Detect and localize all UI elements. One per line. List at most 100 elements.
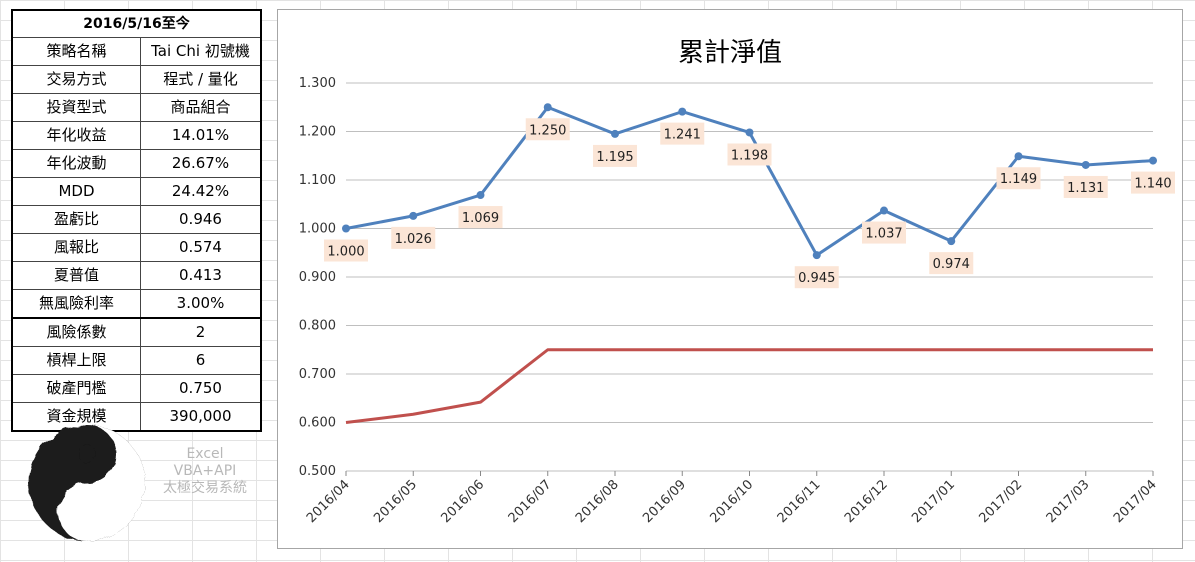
data-point — [1149, 156, 1157, 165]
data-point — [812, 251, 821, 260]
stats-row: 年化收益 14.01% — [13, 122, 260, 150]
stats-value: 24.42% — [171, 182, 230, 200]
series-line — [345, 348, 1153, 424]
y-tick-label: 1.000 — [299, 222, 336, 237]
data-label-bg — [1063, 175, 1108, 198]
stats-value: 0.413 — [179, 266, 222, 284]
stats-header: 2016/5/16至今 — [13, 11, 260, 38]
chart-title: 累計淨值 — [677, 38, 782, 68]
data-label-bg — [727, 143, 772, 166]
stats-value: 14.01% — [171, 126, 230, 144]
stats-key: 槓桿上限 — [13, 347, 141, 374]
data-label: 0.974 — [933, 257, 970, 272]
x-tick-label: 2016/06 — [439, 477, 488, 526]
stats-value: 0.946 — [179, 210, 222, 228]
stats-value: 0.574 — [179, 238, 222, 256]
data-point — [1081, 160, 1090, 169]
data-label: 1.069 — [462, 211, 499, 226]
watermark-line: Excel — [186, 446, 224, 462]
x-tick-label: 2017/01 — [909, 477, 958, 526]
stats-key: 盈虧比 — [13, 206, 141, 233]
data-label-bg — [458, 206, 503, 229]
stats-key: 破產門檻 — [13, 375, 141, 402]
stats-key: 資金規模 — [13, 403, 141, 430]
data-label: 1.000 — [327, 245, 364, 260]
stats-value: 3.00% — [176, 294, 225, 312]
stats-row: 投資型式 商品組合 — [13, 94, 260, 122]
x-tick-label: 2016/07 — [506, 477, 555, 526]
stats-row: 交易方式 程式 / 量化 — [13, 66, 260, 94]
stats-value: Tai Chi 初號機 — [151, 42, 250, 60]
y-tick-label: 0.900 — [299, 270, 336, 285]
y-tick-label: 1.200 — [299, 125, 336, 140]
stats-row: 破產門檻 0.750 — [13, 375, 260, 403]
stats-row: 資金規模 390,000 — [13, 403, 260, 430]
stats-value: 6 — [195, 351, 206, 369]
data-label-bg — [660, 122, 705, 145]
stats-key: 風報比 — [13, 234, 141, 261]
data-label-bg — [324, 239, 368, 262]
x-tick-label: 2016/10 — [708, 477, 757, 526]
data-point — [745, 128, 754, 137]
data-point — [947, 237, 956, 246]
stats-row: 無風險利率 3.00% — [13, 290, 260, 319]
data-label: 1.250 — [529, 123, 566, 138]
data-label-bg — [1131, 171, 1175, 194]
y-tick-label: 0.500 — [299, 464, 336, 479]
stats-table: 2016/5/16至今 策略名稱 Tai Chi 初號機交易方式 程式 / 量化 投資… — [11, 9, 262, 432]
stats-value: 0.750 — [179, 379, 222, 397]
stats-key: 投資型式 — [13, 94, 141, 121]
stats-key: 夏普值 — [13, 262, 141, 289]
stats-row: MDD 24.42% — [13, 178, 260, 206]
data-label: 1.149 — [1000, 172, 1037, 187]
data-label-bg — [794, 266, 839, 289]
data-label: 1.195 — [596, 150, 633, 165]
stats-key: 交易方式 — [13, 66, 141, 93]
stats-key: 風險係數 — [13, 319, 141, 346]
data-label: 1.026 — [395, 232, 432, 247]
stats-key: 無風險利率 — [13, 290, 141, 317]
watermark-line: VBA+API — [173, 463, 237, 479]
taichi-logo-icon — [29, 425, 145, 541]
data-label-bg — [391, 226, 436, 249]
stats-key: 策略名稱 — [13, 38, 141, 65]
x-tick-label: 2016/05 — [371, 477, 420, 526]
data-point — [409, 211, 418, 220]
stats-row: 年化波動 26.67% — [13, 150, 260, 178]
data-label: 1.241 — [664, 128, 701, 143]
data-point — [678, 107, 687, 116]
data-point — [543, 103, 552, 112]
data-label-bg — [525, 118, 570, 141]
data-label-bg — [862, 221, 906, 244]
stats-row: 風險係數 2 — [13, 319, 260, 347]
stats-key: MDD — [13, 178, 141, 205]
x-tick-label: 2016/08 — [573, 477, 622, 526]
data-label: 1.140 — [1134, 177, 1171, 192]
y-tick-label: 1.100 — [299, 173, 336, 188]
data-label-bg — [929, 252, 974, 275]
y-tick-label: 1.300 — [299, 76, 336, 91]
y-tick-label: 0.600 — [299, 416, 336, 431]
x-tick-label: 2016/11 — [775, 477, 824, 526]
data-label-bg — [593, 144, 637, 167]
x-tick-label: 2016/12 — [842, 477, 891, 526]
data-point — [342, 224, 350, 233]
data-label: 1.198 — [731, 148, 768, 163]
data-point — [880, 206, 888, 215]
watermark-line: 太極交易系統 — [163, 480, 247, 496]
watermark-text: Excel VBA+API 太極交易系統 — [150, 446, 260, 497]
line-chart: 0.500 0.600 0.700 0.800 0.900 1.000 1.100 1.200… — [299, 76, 1175, 526]
x-tick-label: 2017/03 — [1044, 477, 1093, 526]
stats-row: 盈虧比 0.946 — [13, 206, 260, 234]
x-tick-label: 2017/02 — [977, 477, 1026, 526]
stats-row: 槓桿上限 6 — [13, 347, 260, 375]
data-point — [476, 191, 485, 200]
data-label: 1.131 — [1067, 181, 1104, 196]
y-tick-label: 0.800 — [299, 319, 336, 334]
stats-value: 商品組合 — [170, 98, 231, 116]
y-tick-label: 0.700 — [299, 367, 336, 382]
stats-row: 策略名稱 Tai Chi 初號機 — [13, 38, 260, 66]
stats-value: 390,000 — [169, 407, 232, 425]
stats-row: 夏普值 0.413 — [13, 262, 260, 290]
data-point — [1014, 152, 1023, 161]
